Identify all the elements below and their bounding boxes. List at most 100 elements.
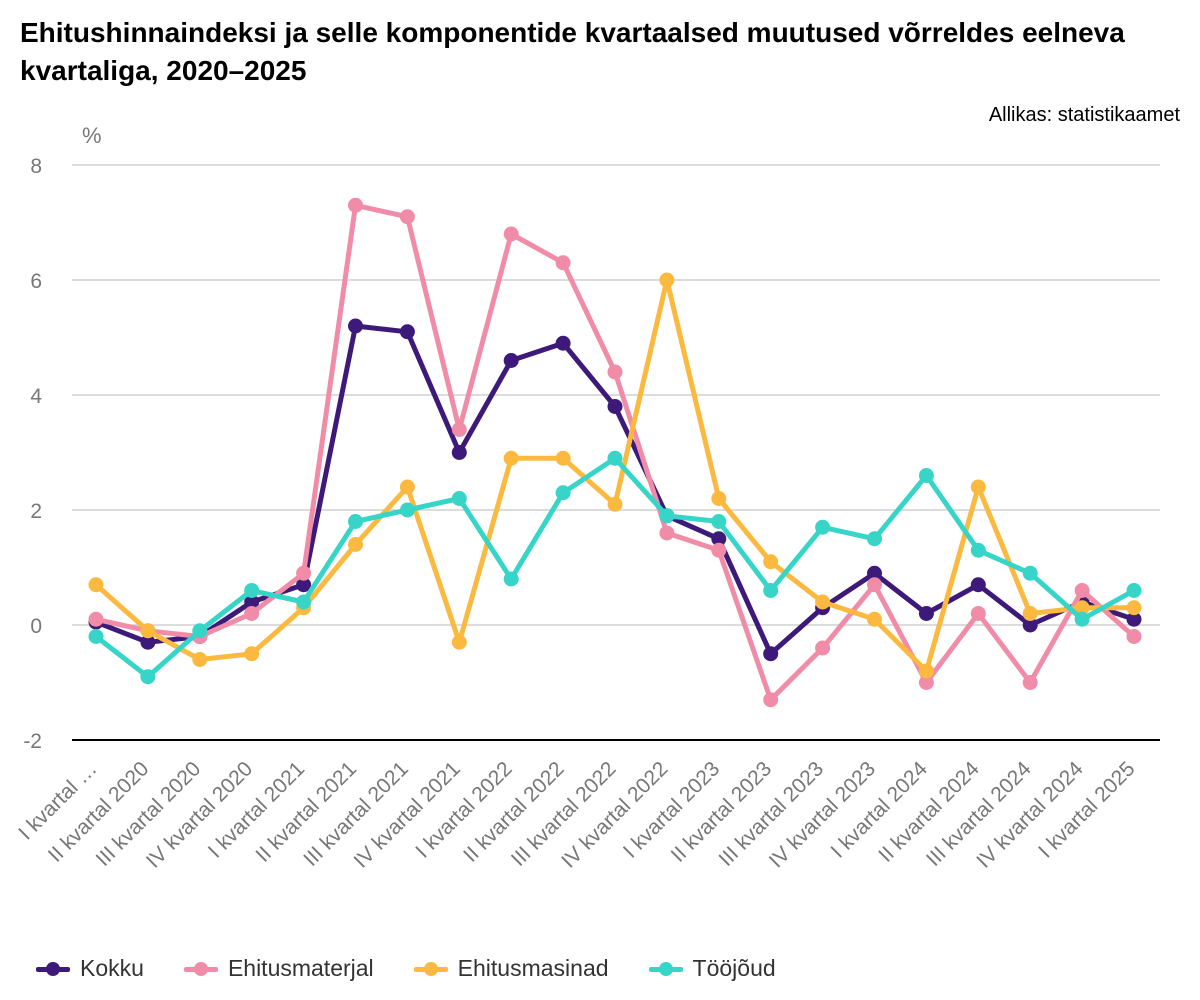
- legend-item: Ehitusmasinad: [413, 955, 609, 982]
- data-point: [88, 629, 104, 644]
- data-point: [192, 652, 208, 667]
- data-point: [711, 491, 727, 506]
- data-point: [451, 491, 467, 506]
- data-point: [607, 364, 623, 380]
- data-point: [711, 514, 727, 529]
- data-point: [1022, 606, 1038, 621]
- data-point: [555, 335, 571, 351]
- data-point: [763, 583, 779, 598]
- legend: Kokku Ehitusmaterjal Ehitusmasinad Tööjõud: [36, 955, 776, 982]
- data-point: [711, 542, 727, 558]
- data-point: [244, 594, 260, 610]
- data-point: [555, 450, 571, 466]
- data-point: [1022, 565, 1038, 581]
- data-point: [1126, 629, 1142, 644]
- source-note: Allikas: statistikaamet: [988, 104, 1180, 126]
- legend-label: Kokku: [80, 955, 144, 981]
- y-tick-label: 4: [30, 385, 42, 408]
- chart-title: Ehitushinnaindeksi ja selle komponentide…: [20, 17, 1125, 86]
- data-point: [348, 197, 363, 213]
- data-point: [918, 675, 934, 690]
- data-point: [970, 479, 986, 495]
- y-axis-ticks: -2 0 2 4 6 8: [23, 155, 42, 753]
- data-point: [88, 611, 104, 627]
- data-point: [399, 479, 415, 495]
- y-tick-label: 2: [30, 500, 42, 523]
- data-point: [867, 611, 882, 627]
- y-tick-label: 0: [30, 615, 42, 638]
- data-point: [348, 318, 363, 334]
- data-point: [607, 496, 623, 512]
- data-point: [763, 646, 779, 662]
- data-point: [867, 531, 882, 547]
- data-point: [918, 663, 934, 679]
- legend-swatch: [648, 958, 683, 980]
- data-point: [399, 209, 415, 225]
- data-point: [88, 577, 104, 593]
- data-point: [1022, 675, 1038, 690]
- data-point: [244, 646, 260, 662]
- data-point: [659, 508, 675, 524]
- data-point: [140, 623, 156, 639]
- data-point: [555, 485, 571, 501]
- legend-label: Tööjõud: [692, 955, 776, 981]
- legend-item: Kokku: [36, 955, 144, 982]
- data-point: [970, 606, 986, 621]
- y-tick-label: -2: [23, 730, 42, 753]
- data-point: [451, 634, 467, 650]
- data-point: [1126, 583, 1142, 598]
- data-point: [867, 565, 882, 581]
- data-point: [918, 468, 934, 483]
- legend-swatch: [36, 958, 70, 980]
- data-point: [244, 606, 260, 621]
- legend-swatch: [413, 958, 448, 980]
- y-tick-label: 6: [30, 270, 42, 293]
- data-point: [659, 272, 675, 288]
- data-point: [607, 450, 623, 466]
- series-group: [88, 197, 1142, 708]
- legend-label: Ehitusmaterjal: [227, 955, 374, 981]
- data-point: [763, 554, 779, 570]
- data-point: [815, 519, 831, 535]
- data-point: [192, 623, 208, 639]
- data-point: [399, 324, 415, 340]
- data-point: [1126, 600, 1142, 616]
- data-point: [1126, 611, 1142, 627]
- data-point: [348, 514, 363, 529]
- data-point: [659, 525, 675, 541]
- data-point: [451, 445, 467, 460]
- data-point: [1074, 600, 1090, 616]
- legend-item: Ehitusmaterjal: [183, 955, 374, 982]
- legend-item: Tööjõud: [648, 955, 776, 982]
- y-unit-label: %: [82, 123, 102, 148]
- data-point: [763, 692, 779, 708]
- data-point: [244, 583, 260, 598]
- data-point: [140, 669, 156, 685]
- data-point: [503, 571, 519, 587]
- legend-label: Ehitusmasinad: [457, 955, 609, 981]
- series-2: [88, 272, 1142, 679]
- series-3: [88, 450, 1142, 685]
- data-point: [503, 450, 519, 466]
- y-tick-label: 8: [30, 155, 42, 178]
- data-point: [1022, 617, 1038, 633]
- data-point: [970, 542, 986, 558]
- series-1: [88, 197, 1142, 708]
- data-point: [296, 577, 312, 593]
- data-point: [451, 422, 467, 437]
- data-point: [867, 577, 882, 593]
- data-point: [296, 594, 312, 610]
- data-point: [399, 502, 415, 518]
- data-point: [970, 577, 986, 593]
- legend-swatch: [183, 958, 218, 980]
- data-point: [918, 606, 934, 621]
- data-point: [140, 634, 156, 650]
- data-point: [1074, 611, 1090, 627]
- data-point: [503, 353, 519, 368]
- data-point: [555, 255, 571, 271]
- data-point: [815, 594, 831, 610]
- data-point: [815, 640, 831, 656]
- data-point: [296, 565, 312, 581]
- data-point: [711, 531, 727, 547]
